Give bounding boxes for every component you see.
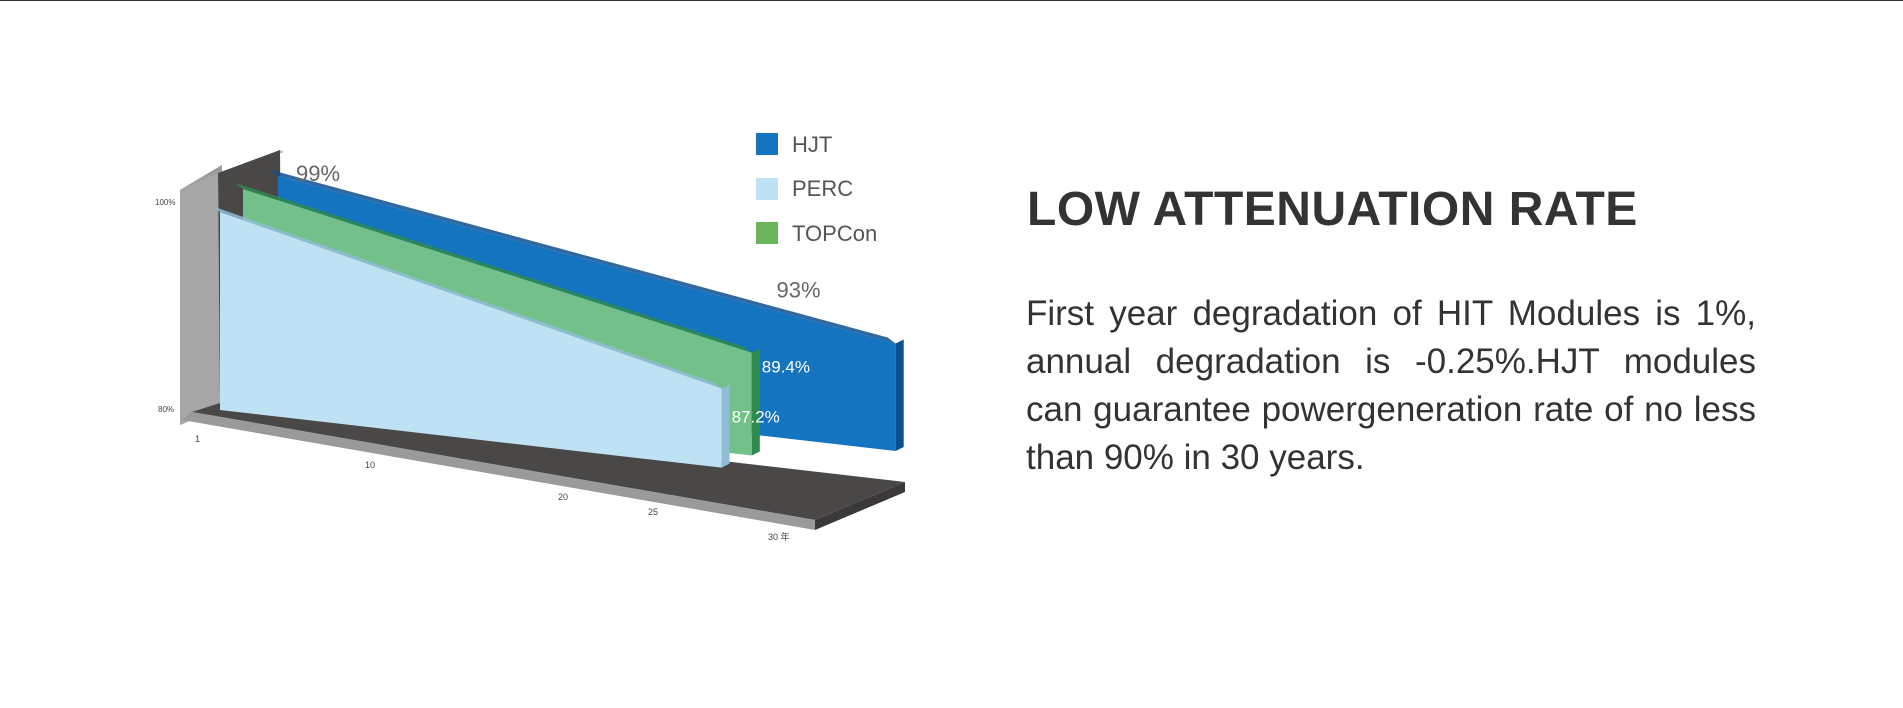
attenuation-chart: 99% 93% 89.4% 87.2% HJT PERC TOPCon 100% 80… [0,0,940,703]
chart-floor-side [815,482,905,530]
series-cap-hjt [895,339,904,452]
series-cap-perc [721,384,730,468]
x-tick-20: 20 [558,492,568,502]
top-divider [0,0,1903,1]
series-top-hjt [270,169,896,344]
feature-description: First year degradation of HIT Modules is… [1026,294,1756,477]
attenuation-chart-svg: 99% 93% 89.4% 87.2% HJT PERC TOPCon 100% 80… [155,132,905,542]
legend-label-topcon: TOPCon [792,221,877,246]
x-tick-30: 30 年 [768,531,790,542]
legend-label-perc: PERC [792,176,853,201]
legend-swatch-perc [756,178,778,200]
label-start-hjt: 99% [296,161,340,186]
legend-label-hjt: HJT [792,132,832,157]
series-top-perc [212,206,722,389]
series-cap-topcon [751,348,760,456]
y-tick-80: 80% [158,405,174,414]
label-end-perc: 87.2% [732,407,780,426]
series-area-perc [220,212,722,468]
legend-swatch-hjt [756,133,778,155]
series-top-topcon [235,182,752,353]
chart-back-wall-edge [180,173,220,425]
y-tick-100: 100% [155,198,175,207]
feature-title: LOW ATTENUATION RATE [1027,183,1638,236]
label-end-topcon: 89.4% [762,358,810,377]
x-tick-25: 25 [648,507,658,517]
x-tick-10: 10 [365,460,375,470]
chart-floor-front [182,412,815,530]
label-mid-hjt: 93% [777,278,821,303]
x-tick-1: 1 [195,434,200,444]
legend-swatch-topcon [756,222,778,244]
chart-floor-top [192,403,905,520]
chart-legend: HJT PERC TOPCon [756,132,877,246]
